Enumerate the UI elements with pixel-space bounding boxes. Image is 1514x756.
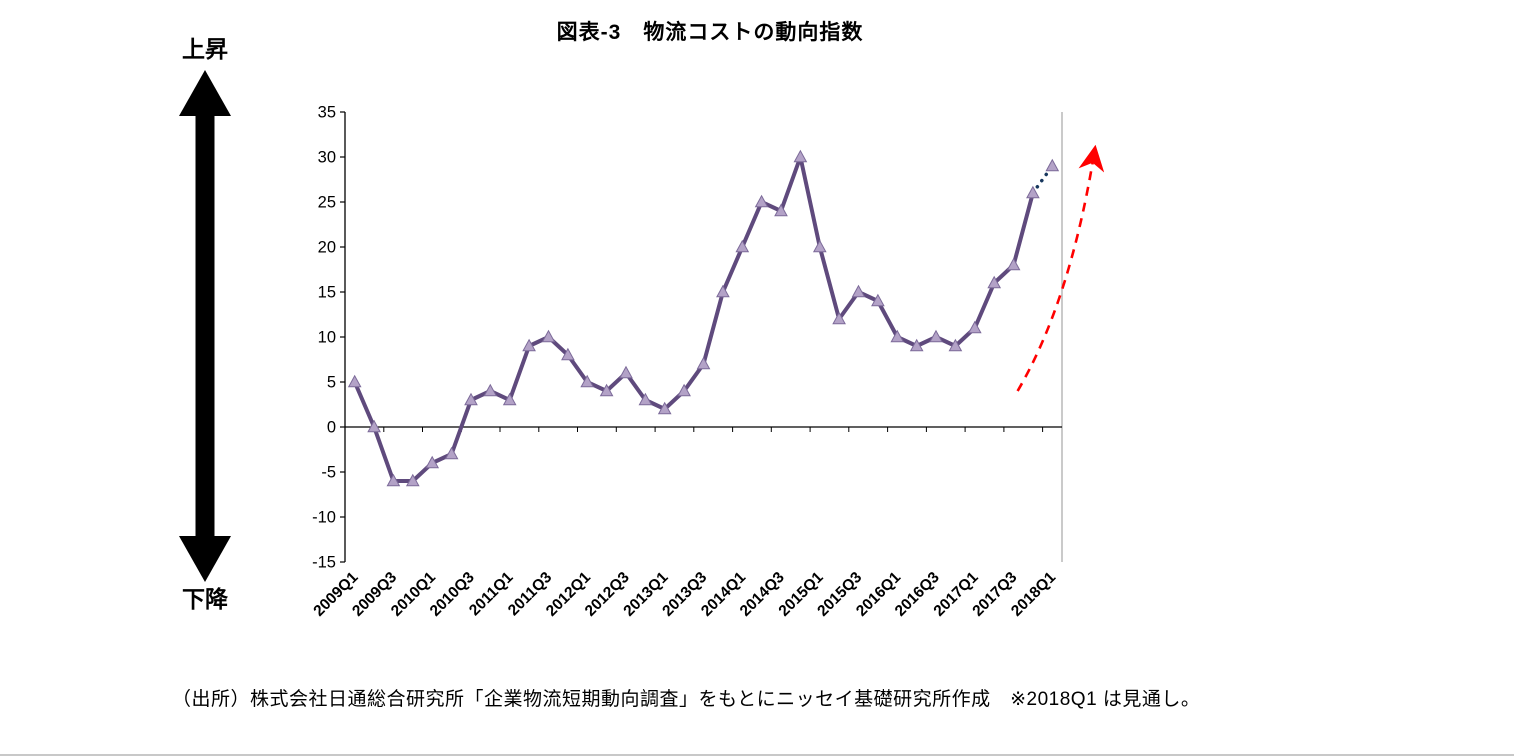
data-point-marker — [425, 455, 440, 469]
source-note: （出所）株式会社日通総合研究所「企業物流短期動向調査」をもとにニッセイ基礎研究所… — [172, 689, 1201, 710]
direction-indicator: 上昇 下降 — [174, 36, 236, 613]
direction-down-label: 下降 — [182, 585, 228, 612]
line-chart: -15-10-5051015202530352009Q12009Q32010Q1… — [310, 104, 1105, 620]
data-point-marker — [444, 446, 459, 460]
data-point-marker — [890, 329, 905, 343]
bottom-divider — [0, 754, 1514, 756]
y-tick-label: 15 — [318, 284, 336, 302]
data-point-marker — [929, 329, 943, 343]
data-line — [352, 155, 1035, 483]
direction-up-label: 上昇 — [182, 36, 228, 62]
up-down-arrow-icon — [179, 69, 231, 582]
data-point-marker — [793, 149, 808, 163]
data-point-marker — [832, 311, 846, 325]
data-point-marker — [987, 275, 1002, 289]
data-point-marker — [774, 203, 788, 217]
y-tick-label: -15 — [312, 554, 336, 572]
data-point-marker — [735, 239, 750, 253]
y-tick-label: 5 — [327, 374, 336, 392]
data-point-marker — [909, 338, 924, 352]
data-point-marker — [386, 473, 401, 487]
forecast-arrow — [1016, 144, 1105, 392]
y-tick-label: 0 — [327, 419, 336, 437]
y-tick-label: 10 — [318, 329, 336, 347]
data-point-marker — [1026, 185, 1040, 199]
data-point-marker — [541, 329, 556, 343]
data-point-marker — [405, 473, 420, 487]
y-tick-label: -10 — [312, 509, 336, 527]
data-point-marker — [367, 419, 381, 433]
data-point-marker — [464, 392, 478, 406]
data-point-marker — [522, 338, 536, 352]
y-tick-label: -5 — [321, 464, 336, 482]
data-point-marker — [967, 320, 982, 334]
chart-title: 図表-3 物流コストの動向指数 — [556, 21, 864, 44]
data-point-marker — [716, 284, 730, 298]
data-point-marker — [347, 374, 362, 388]
data-point-marker — [580, 374, 595, 388]
data-point-marker — [696, 356, 711, 370]
y-tick-label: 30 — [318, 149, 336, 167]
data-point-marker — [812, 239, 827, 253]
data-point-marker — [1006, 257, 1021, 271]
data-point-marker — [754, 194, 769, 208]
data-point-marker — [638, 392, 653, 406]
data-point-marker — [851, 284, 866, 298]
data-point-marker — [502, 392, 517, 406]
data-point-marker — [1045, 158, 1060, 172]
data-point-marker — [657, 401, 672, 415]
data-point-marker — [677, 383, 691, 397]
data-point-marker — [599, 383, 614, 397]
data-point-marker — [948, 338, 963, 352]
y-tick-label: 25 — [318, 194, 336, 212]
data-point-marker — [619, 365, 633, 379]
data-point-marker — [871, 293, 885, 307]
y-tick-label: 20 — [318, 239, 336, 257]
y-tick-label: 35 — [318, 104, 336, 122]
forecast-dotted-line — [1031, 164, 1055, 195]
data-point-marker — [561, 347, 575, 361]
data-point-marker — [483, 383, 498, 397]
